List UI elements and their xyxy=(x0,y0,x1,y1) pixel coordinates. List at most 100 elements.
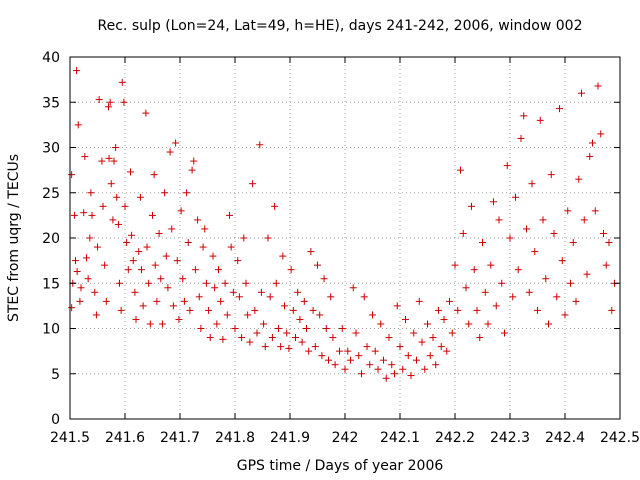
y-axis-label: STEC from uqrg / TECUs xyxy=(6,154,22,322)
data-point xyxy=(338,325,346,332)
data-point xyxy=(81,153,89,161)
chart-title: Rec. sulp (Lon=24, Lat=49, h=HE), days 2… xyxy=(98,18,583,34)
data-point xyxy=(132,315,140,323)
data-point xyxy=(600,229,607,237)
y-tick-label: 15 xyxy=(42,276,60,292)
data-point xyxy=(260,320,268,328)
data-point xyxy=(462,284,470,292)
data-point xyxy=(145,279,153,287)
data-point xyxy=(404,352,412,360)
data-point xyxy=(249,180,257,188)
data-point xyxy=(251,306,259,314)
data-point xyxy=(150,171,158,179)
data-point xyxy=(226,211,233,219)
y-tick-label: 25 xyxy=(42,186,60,202)
data-point xyxy=(369,311,376,319)
data-point xyxy=(106,98,114,106)
data-point xyxy=(443,347,451,355)
data-point xyxy=(289,306,297,314)
data-point xyxy=(380,356,387,364)
y-tick-label: 10 xyxy=(42,322,60,338)
data-point xyxy=(127,168,134,176)
data-point xyxy=(327,293,335,301)
data-point xyxy=(470,266,478,274)
data-point xyxy=(303,325,310,332)
data-point xyxy=(371,347,379,355)
data-point xyxy=(70,211,78,219)
data-point xyxy=(283,329,291,337)
data-point xyxy=(473,306,481,314)
data-point xyxy=(558,257,566,265)
data-point xyxy=(435,306,442,314)
y-tick-label: 35 xyxy=(42,95,60,111)
data-point xyxy=(180,297,188,305)
data-point xyxy=(501,329,508,337)
data-point xyxy=(448,329,456,337)
data-point xyxy=(113,193,121,201)
data-point xyxy=(553,293,561,301)
y-tick-label: 40 xyxy=(42,50,60,66)
x-tick-label: 242.1 xyxy=(380,430,420,446)
data-point xyxy=(492,302,500,310)
data-point xyxy=(366,361,374,369)
data-point xyxy=(256,141,264,149)
data-point xyxy=(305,347,313,355)
data-point xyxy=(109,216,117,224)
data-point xyxy=(285,344,293,352)
data-point xyxy=(68,304,76,312)
data-point xyxy=(517,134,525,142)
data-point xyxy=(135,248,143,256)
data-point xyxy=(352,329,360,337)
data-point xyxy=(396,343,404,351)
data-point xyxy=(231,325,239,332)
data-point xyxy=(539,216,547,224)
data-point xyxy=(344,347,352,355)
data-point xyxy=(139,302,147,310)
x-tick-label: 242.2 xyxy=(435,430,475,446)
data-point xyxy=(194,216,202,224)
axis-ticks xyxy=(69,56,621,420)
y-tick-label: 5 xyxy=(51,367,60,383)
data-point xyxy=(468,202,475,210)
data-point xyxy=(202,279,210,287)
data-point xyxy=(114,220,122,228)
data-point xyxy=(161,189,169,197)
data-point xyxy=(567,279,574,287)
x-tick-label: 241.7 xyxy=(160,430,200,446)
data-point xyxy=(451,261,459,269)
data-point xyxy=(166,148,174,156)
data-point xyxy=(509,293,517,301)
data-point xyxy=(432,361,440,369)
data-point xyxy=(602,261,610,269)
data-point xyxy=(413,356,420,364)
data-point xyxy=(382,374,390,382)
x-tick-label: 242.4 xyxy=(545,430,585,446)
x-tick-label: 242.5 xyxy=(600,430,640,446)
data-point xyxy=(205,306,213,314)
data-point xyxy=(347,356,354,364)
data-point xyxy=(457,166,464,174)
data-point xyxy=(68,171,76,179)
data-point xyxy=(142,109,150,117)
data-point xyxy=(279,252,287,260)
data-point xyxy=(234,257,242,265)
data-point xyxy=(531,248,539,256)
data-point xyxy=(608,306,616,314)
data-point xyxy=(118,78,126,86)
data-point xyxy=(591,207,599,215)
data-point xyxy=(426,352,434,360)
data-point xyxy=(92,311,100,319)
data-point xyxy=(360,293,368,301)
data-point xyxy=(268,334,276,342)
data-point xyxy=(594,82,602,90)
data-point xyxy=(580,216,588,224)
data-point xyxy=(169,302,177,310)
data-point xyxy=(153,297,161,305)
data-point xyxy=(476,334,484,342)
data-point xyxy=(292,334,299,342)
data-point xyxy=(572,297,580,305)
data-point xyxy=(393,302,401,310)
data-point xyxy=(129,257,137,265)
data-point xyxy=(316,311,324,319)
data-point xyxy=(190,157,198,165)
